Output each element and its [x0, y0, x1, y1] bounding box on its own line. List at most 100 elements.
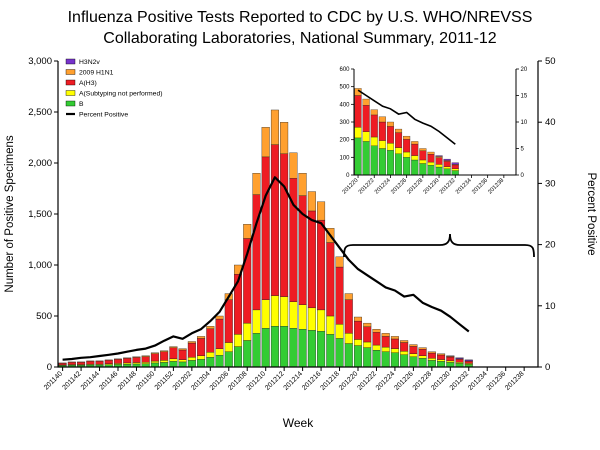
inset-bar-segment	[395, 132, 403, 148]
bar-segment	[464, 361, 473, 364]
svg-text:600: 600	[339, 67, 350, 73]
bar-segment	[123, 357, 132, 359]
inset-bar-segment	[419, 148, 427, 152]
bar-segment	[390, 338, 399, 350]
inset-bar-segment	[378, 116, 386, 123]
svg-text:201238: 201238	[504, 371, 526, 393]
inset-bar-segment	[354, 127, 362, 139]
percent-positive-line	[62, 176, 470, 362]
bar-segment	[215, 348, 224, 356]
bar-segment	[317, 309, 326, 332]
inset-bar-segment	[354, 137, 362, 176]
inset-bar-segment	[395, 153, 403, 176]
bar-segment	[317, 201, 326, 221]
svg-text:201152: 201152	[154, 371, 175, 392]
bar-segment	[178, 348, 187, 351]
svg-text:30: 30	[545, 179, 556, 190]
bar-segment	[464, 359, 473, 362]
legend-label: 2009 H1N1	[79, 70, 114, 77]
x-axis: 2011402011422011442011462011482011502011…	[43, 367, 526, 392]
inset-bar-segment	[451, 162, 459, 165]
legend: H3N2v 2009 H1N1 A(H3) A(Subtyping not perfo…	[65, 59, 163, 119]
bar-segment	[427, 351, 436, 354]
inset-bar-segment	[370, 109, 378, 116]
bar-segment	[224, 299, 233, 343]
svg-text:201150: 201150	[135, 371, 156, 392]
bar-segment	[381, 333, 390, 337]
bar-segment	[307, 191, 316, 212]
inset-bar-segment	[362, 105, 370, 133]
bar-segment	[400, 354, 409, 368]
svg-text:201204: 201204	[190, 371, 212, 393]
bar-segment	[58, 363, 67, 366]
legend-label: B	[79, 101, 84, 108]
bar-segment	[455, 359, 464, 363]
bar-segment	[67, 362, 76, 365]
svg-text:2,500: 2,500	[28, 107, 52, 118]
y-axis-right-title: Percent Positive	[585, 173, 597, 256]
bar-segment	[197, 338, 206, 357]
bar-segment	[270, 110, 279, 146]
svg-text:1,500: 1,500	[28, 209, 52, 220]
inset-bar-segment	[443, 159, 451, 161]
bar-segment	[141, 356, 150, 363]
svg-text:3,000: 3,000	[28, 56, 52, 67]
bar-segment	[178, 359, 187, 363]
x-axis-title: Week	[283, 416, 314, 430]
legend-label: A(H3)	[79, 80, 97, 87]
y-axis-left-title: Number of Positive Specimens	[4, 135, 16, 292]
svg-text:0: 0	[521, 173, 525, 179]
bar-segment	[400, 340, 409, 343]
bar-segment	[132, 357, 141, 363]
svg-text:201142: 201142	[61, 371, 82, 392]
bar-segment	[224, 351, 233, 368]
bar-segment	[252, 173, 261, 196]
inset-bar-segment	[411, 155, 419, 161]
bar-segment	[261, 328, 270, 368]
bars-group	[58, 110, 473, 368]
inset-bar-segment	[435, 167, 443, 176]
bar-segment	[169, 346, 178, 349]
bar-segment	[132, 362, 141, 365]
bar-segment	[427, 358, 436, 361]
inset-bar-segment	[386, 143, 394, 151]
inset-bar-segment	[395, 147, 403, 155]
bar-segment	[418, 347, 427, 350]
inset-bar-segment	[411, 141, 419, 145]
inset-bar-segment	[443, 166, 451, 170]
svg-text:201220: 201220	[338, 371, 360, 393]
bar-segment	[289, 178, 298, 303]
bar-segment	[261, 156, 270, 301]
inset-bar-segment	[419, 150, 427, 161]
inset-bar-segment	[403, 152, 411, 158]
bar-segment	[178, 350, 187, 361]
bar-segment	[363, 326, 372, 343]
bar-segment	[446, 360, 455, 363]
svg-text:201230: 201230	[430, 371, 452, 393]
bar-segment	[363, 323, 372, 328]
bar-segment	[354, 339, 362, 346]
bar-segment	[141, 362, 150, 365]
legend-swatch	[65, 69, 76, 75]
svg-text:50: 50	[545, 56, 556, 67]
inset-bar-segment	[451, 170, 459, 176]
svg-text:0: 0	[47, 362, 52, 373]
svg-text:1,000: 1,000	[28, 260, 52, 271]
bar-segment	[261, 127, 270, 158]
bar-segment	[234, 334, 242, 347]
bar-segment	[206, 352, 215, 358]
bar-segment	[77, 362, 86, 365]
svg-text:201226: 201226	[393, 371, 415, 393]
bar-segment	[187, 360, 196, 368]
svg-text:201232: 201232	[449, 371, 471, 393]
svg-text:201202: 201202	[172, 371, 194, 393]
bar-segment	[372, 345, 381, 351]
inset-bar-segment	[427, 152, 435, 155]
svg-text:201218: 201218	[319, 371, 341, 393]
bar-segment	[437, 361, 446, 368]
bar-segment	[335, 256, 344, 268]
inset-bar-segment	[427, 162, 435, 166]
svg-text:201146: 201146	[98, 371, 119, 392]
bar-segment	[160, 360, 169, 363]
svg-text:500: 500	[36, 311, 52, 322]
